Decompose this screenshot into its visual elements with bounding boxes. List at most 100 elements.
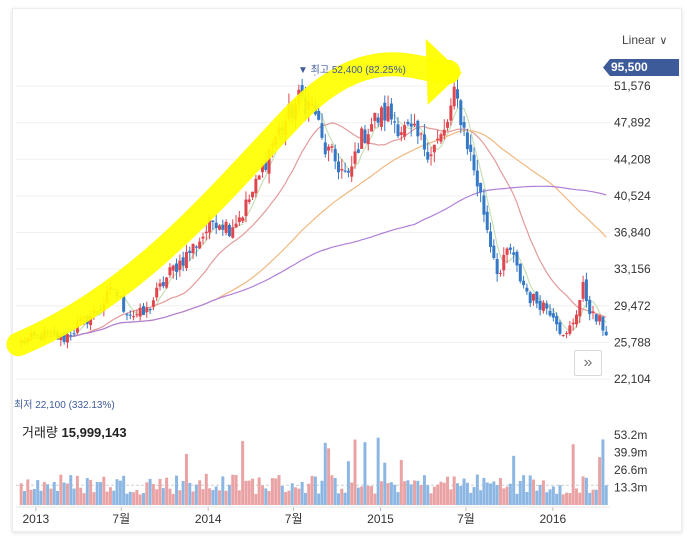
volume-bar	[373, 493, 377, 505]
candle-body	[65, 334, 69, 343]
volume-bar	[158, 478, 162, 505]
x-tick-label: 2013	[22, 512, 49, 526]
candle-body	[251, 191, 255, 198]
candle-body	[231, 227, 235, 238]
volume-bar	[571, 444, 575, 505]
volume-bar	[343, 492, 347, 505]
volume-bar	[323, 442, 327, 505]
volume-bar	[333, 477, 337, 505]
candle-body	[363, 129, 367, 143]
candle-body	[175, 263, 179, 272]
candle-body	[145, 307, 149, 313]
volume-bar	[56, 490, 60, 505]
volume-readout: 거래량 15,999,143	[22, 422, 127, 441]
volume-bar	[36, 480, 40, 505]
volume-bar	[115, 479, 119, 505]
volume-bar	[525, 492, 529, 505]
candle-body	[492, 245, 496, 258]
volume-bar	[498, 478, 502, 505]
candle-body	[594, 314, 598, 322]
volume-bar	[584, 477, 588, 505]
volume-bar	[594, 489, 598, 505]
volume-bar	[555, 493, 559, 505]
volume-bar	[178, 490, 182, 505]
candle-body	[584, 279, 588, 302]
candle-body	[336, 161, 340, 173]
volume-bar	[588, 492, 592, 505]
volume-bar	[85, 478, 89, 505]
volume-bar	[479, 490, 483, 505]
volume-bar	[264, 488, 268, 505]
volume-bar	[181, 480, 185, 505]
volume-bar	[231, 474, 235, 505]
volume-bar	[353, 439, 357, 505]
candle-body	[399, 132, 403, 135]
candle-body	[234, 223, 238, 228]
expand-chart-button[interactable]: »	[574, 350, 602, 376]
volume-bar	[294, 487, 298, 505]
candle-body	[436, 138, 440, 141]
candle-body	[370, 124, 374, 132]
candle-body	[432, 144, 436, 153]
candle-body	[194, 246, 198, 248]
volume-bar	[148, 478, 152, 505]
candle-body	[181, 257, 185, 266]
volume-bar	[122, 475, 126, 505]
volume-bar	[574, 488, 578, 505]
volume-bar	[535, 490, 539, 505]
low-price-annotation: 최저 22,100 (332.13%)	[14, 396, 115, 411]
highlight-arrowhead	[425, 38, 462, 105]
candle-body	[158, 283, 162, 287]
candle-body	[598, 315, 602, 322]
volume-bar	[452, 476, 456, 505]
candle-body	[323, 142, 327, 155]
volume-bar	[267, 490, 271, 505]
volume-bar	[184, 453, 188, 505]
volume-bar	[416, 480, 420, 505]
candle-body	[479, 182, 483, 193]
volume-bar	[379, 481, 383, 505]
x-tick-label: 2014	[195, 512, 222, 526]
candle-body	[346, 170, 350, 173]
volume-bar	[482, 477, 486, 505]
volume-bar	[191, 491, 195, 505]
y-tick-label: 51,576	[614, 79, 651, 93]
scale-mode-toggle[interactable]: Linear ∨	[622, 33, 667, 47]
candle-body	[396, 124, 400, 137]
volume-bar	[518, 480, 522, 505]
volume-bar	[280, 486, 284, 505]
volume-bar	[485, 482, 489, 505]
volume-bar	[465, 482, 469, 505]
volume-bar	[95, 481, 99, 505]
volume-bar	[211, 490, 215, 505]
candle-body	[155, 287, 159, 298]
candle-body	[138, 307, 142, 317]
candle-body	[409, 123, 413, 127]
low-pct: (332.13%)	[68, 400, 115, 411]
candle-body	[184, 251, 188, 269]
volume-bar	[274, 478, 278, 505]
candle-body	[535, 291, 539, 304]
volume-bar	[151, 483, 155, 505]
volume-bar	[558, 485, 562, 505]
volume-bar	[214, 486, 218, 505]
candle-body	[227, 224, 231, 237]
volume-bar	[419, 485, 423, 505]
volume-bar	[135, 490, 139, 505]
volume-bar	[330, 475, 334, 505]
volume-bar	[565, 492, 569, 505]
volume-tick-label: 13.3m	[614, 480, 647, 494]
candle-body	[465, 132, 469, 150]
volume-bar	[270, 478, 274, 505]
candle-body	[247, 199, 251, 202]
volume-bar	[29, 489, 33, 505]
candle-body	[178, 260, 182, 270]
candle-body	[218, 225, 222, 230]
candle-body	[191, 243, 195, 254]
moving-average-line	[20, 122, 607, 343]
candle-body	[383, 102, 387, 121]
volume-bar	[393, 484, 397, 505]
candle-body	[505, 248, 509, 255]
high-pct: (82.25%)	[365, 65, 406, 76]
candle-body	[221, 224, 225, 230]
